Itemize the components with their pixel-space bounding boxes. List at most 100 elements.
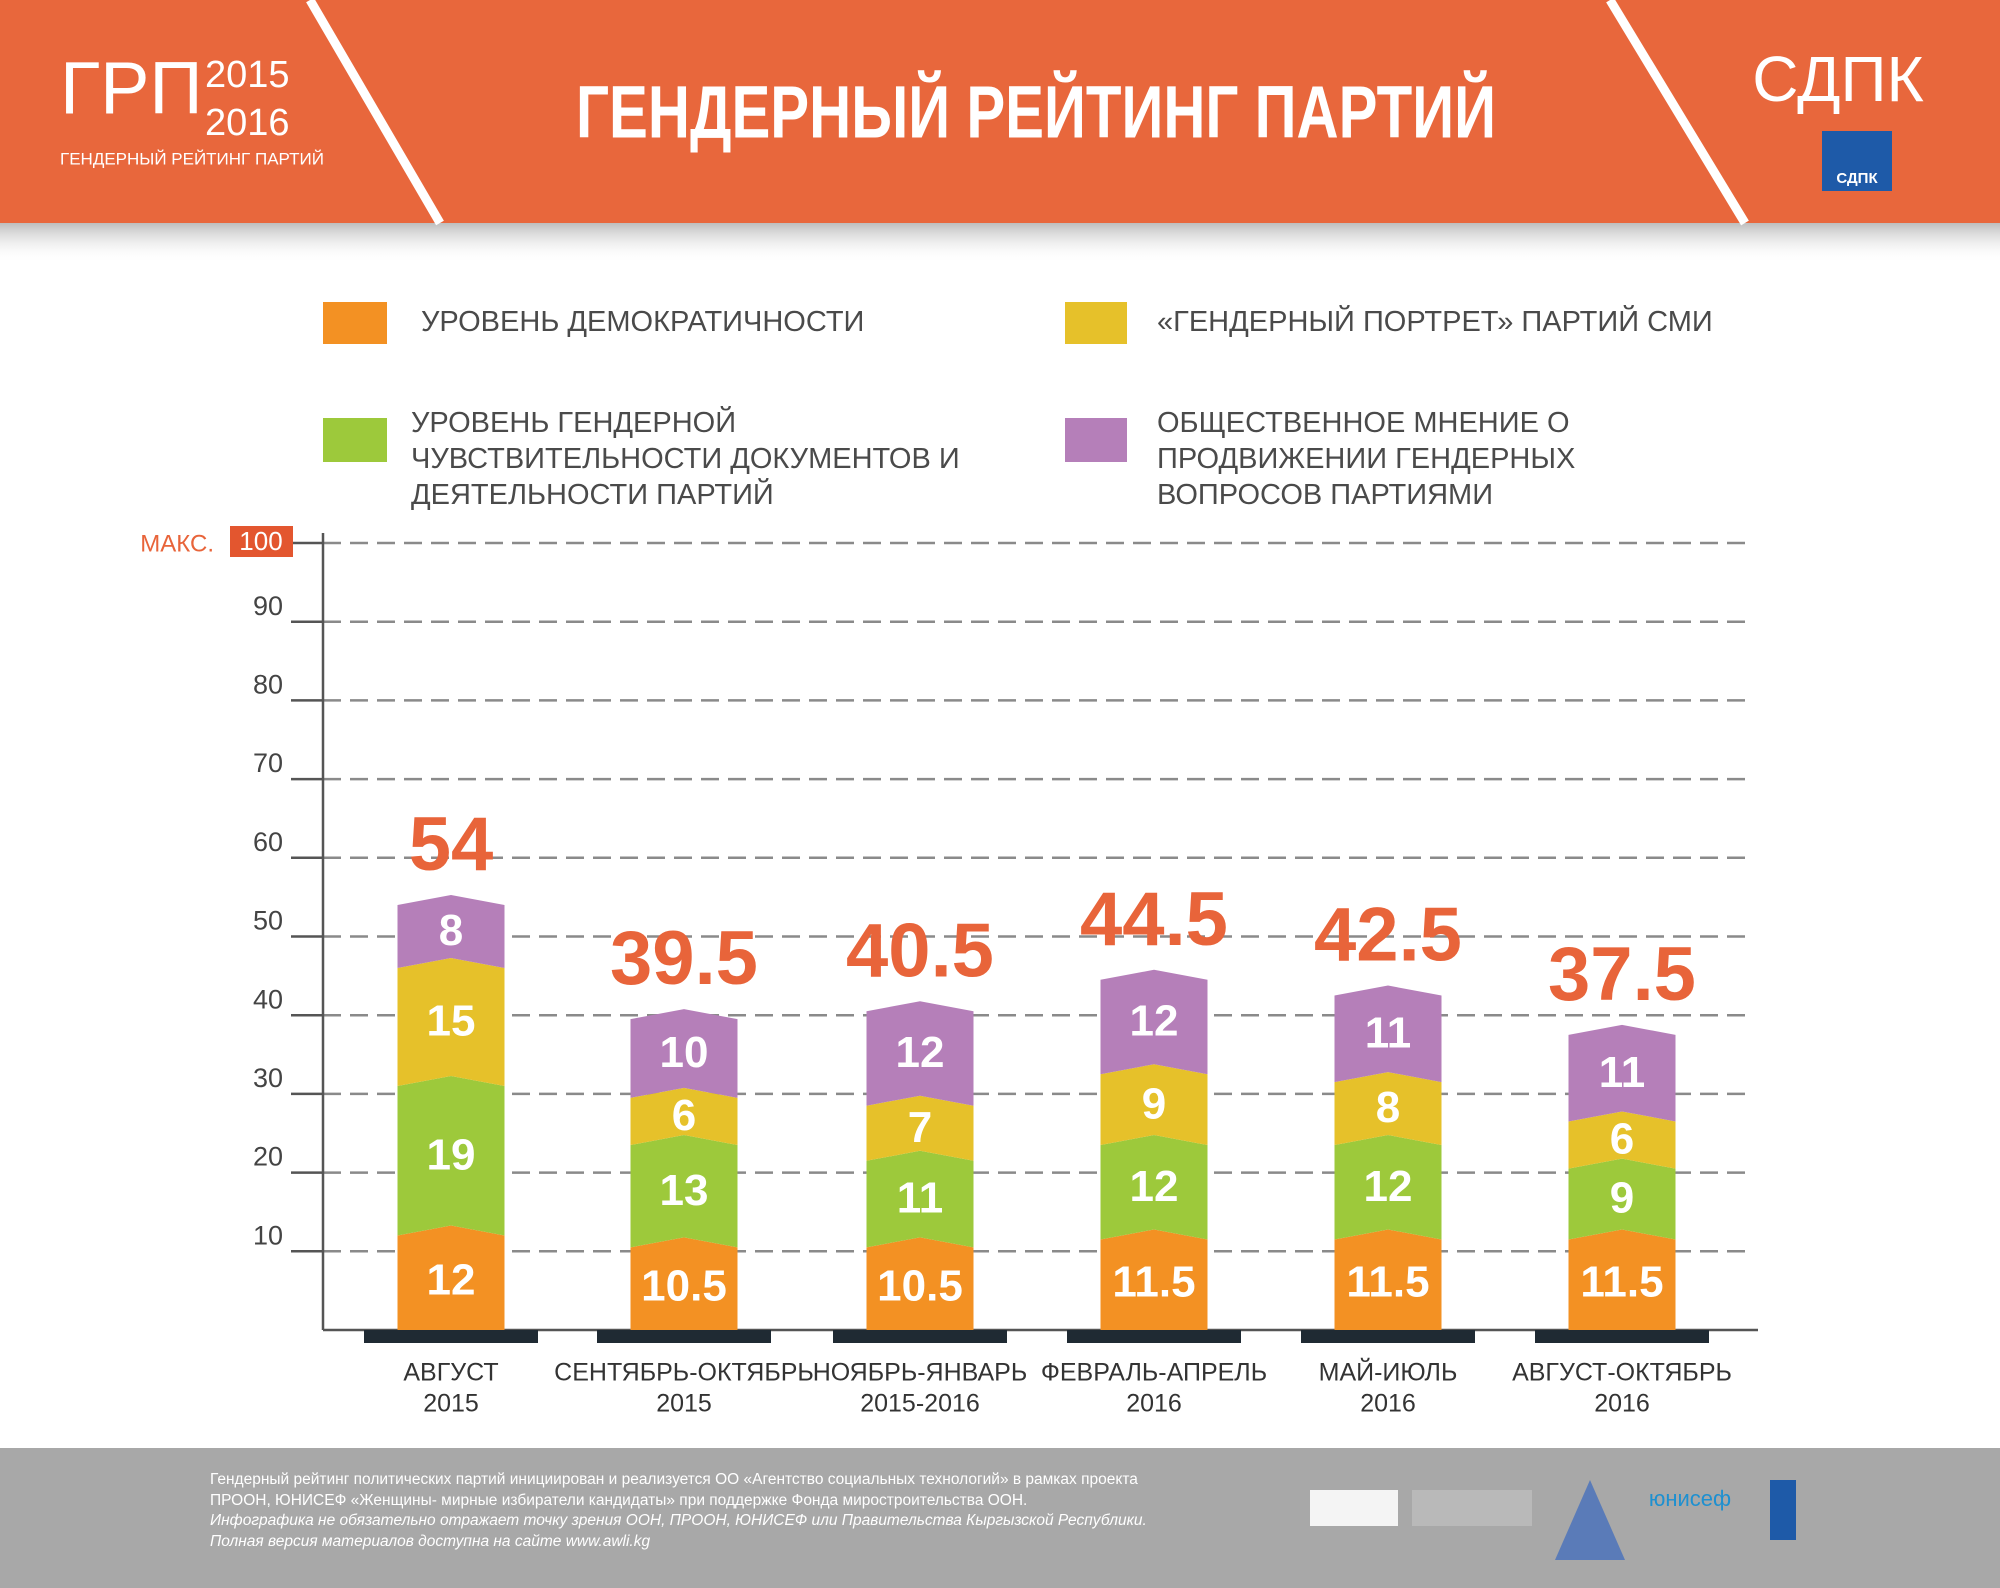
- footer-text: Гендерный рейтинг политических партий ин…: [210, 1470, 1147, 1552]
- x-tick-label: 2015: [656, 1390, 712, 1418]
- footer-line: Гендерный рейтинг политических партий ин…: [210, 1471, 1138, 1488]
- bar-base: [1535, 1330, 1709, 1343]
- bar-segment: [630, 1237, 738, 1330]
- legend-swatch: [1065, 418, 1127, 462]
- y-tick-label: 70: [253, 748, 283, 778]
- bar-segment: [1100, 1229, 1208, 1330]
- bar-segment: [630, 1087, 738, 1146]
- x-tick-label: ФЕВРАЛЬ-АПРЕЛЬ: [1041, 1359, 1267, 1387]
- segment-label: 11: [1599, 1048, 1646, 1097]
- ymax-box: [230, 526, 293, 557]
- segment-label: 12: [1364, 1162, 1413, 1211]
- legend-swatch: [323, 418, 387, 462]
- bar-segment: [866, 1237, 974, 1330]
- total-label: 54: [409, 802, 494, 887]
- bar-segment: [397, 1225, 505, 1330]
- segment-label: 12: [427, 1255, 476, 1304]
- bar-segment: [1100, 1135, 1208, 1240]
- segment-label: 11: [897, 1174, 944, 1223]
- bar-segment: [1334, 985, 1442, 1083]
- logo-main: ГРП: [60, 47, 203, 130]
- segment-label: 11.5: [1346, 1257, 1429, 1306]
- segment-label: 13: [660, 1166, 709, 1215]
- bar-segment: [630, 1135, 738, 1248]
- bar-segment: [1334, 1135, 1442, 1240]
- x-tick-label: 2015: [423, 1390, 479, 1418]
- legend-label: УРОВЕНЬ ГЕНДЕРНОЙ ЧУВСТВИТЕЛЬНОСТИ ДОКУМ…: [411, 407, 960, 511]
- x-tick-label: СЕНТЯБРЬ-ОКТЯБРЬ: [554, 1359, 814, 1387]
- x-tick-label: 2016: [1594, 1390, 1650, 1418]
- y-tick-label: 20: [253, 1142, 283, 1172]
- footer-line: ПРООН, ЮНИСЕФ «Женщины- мирные избирател…: [210, 1491, 1028, 1509]
- total-label: 37.5: [1548, 932, 1696, 1017]
- segment-label: 11.5: [1112, 1257, 1195, 1306]
- bar-segment: [866, 1095, 974, 1161]
- bar-segment: [1568, 1158, 1676, 1240]
- bar-segment: [1334, 1229, 1442, 1330]
- x-tick-label: 2016: [1360, 1390, 1416, 1418]
- total-label: 42.5: [1314, 893, 1462, 978]
- header-divider: [1606, 0, 1749, 226]
- segment-label: 8: [1376, 1083, 1400, 1132]
- header-shadow: [0, 223, 2000, 263]
- bar-segment: [1568, 1111, 1676, 1169]
- bar-base: [597, 1330, 771, 1343]
- segment-label: 10: [660, 1028, 709, 1077]
- y-tick-label: 40: [253, 984, 283, 1014]
- logo-year: 2016: [205, 102, 290, 144]
- x-tick-label: АВГУСТ-ОКТЯБРЬ: [1512, 1359, 1732, 1387]
- ymax-label: МАКС.: [140, 530, 214, 557]
- partner-logo: [1770, 1480, 1796, 1540]
- total-label: 40.5: [846, 908, 994, 993]
- bar-base: [364, 1330, 538, 1343]
- segment-label: 9: [1610, 1174, 1634, 1223]
- segment-label: 9: [1142, 1079, 1166, 1128]
- segment-label: 12: [896, 1028, 945, 1077]
- bar-segment: [397, 1076, 505, 1236]
- x-tick-label: 2015-2016: [860, 1390, 980, 1418]
- bar-segment: [397, 957, 505, 1087]
- bar-segment: [397, 895, 505, 968]
- chart-title: ГЕНДЕРНЫЙ РЕЙТИНГ ПАРТИЙ: [576, 70, 1496, 154]
- y-tick-label: 50: [253, 906, 283, 936]
- segment-label: 19: [427, 1130, 476, 1179]
- segment-label: 7: [908, 1103, 932, 1152]
- y-tick-label: 90: [253, 591, 283, 621]
- bar-segment: [866, 1001, 974, 1106]
- party-name: СДПК: [1752, 43, 1923, 115]
- bar-segment: [866, 1150, 974, 1248]
- logo-sub: ГЕНДЕРНЫЙ РЕЙТИНГ ПАРТИЙ: [60, 149, 324, 168]
- legend-swatch: [323, 302, 387, 344]
- partner-logo: [1555, 1480, 1625, 1560]
- segment-label: 11.5: [1580, 1257, 1663, 1306]
- bar-segment: [1100, 969, 1208, 1075]
- y-tick-label: 60: [253, 827, 283, 857]
- x-tick-label: МАЙ-ИЮЛЬ: [1319, 1357, 1458, 1387]
- segment-label: 6: [1610, 1115, 1634, 1164]
- segment-label: 12: [1130, 997, 1179, 1046]
- bar-base: [1067, 1330, 1241, 1343]
- logo-year: 2015: [205, 54, 290, 96]
- x-tick-label: НОЯБРЬ-ЯНВАРЬ: [813, 1359, 1028, 1387]
- legend-label: УРОВЕНЬ ДЕМОКРАТИЧНОСТИ: [421, 306, 865, 338]
- legend-label: «ГЕНДЕРНЫЙ ПОРТРЕТ» ПАРТИЙ СМИ: [1157, 306, 1713, 338]
- header-divider: [306, 0, 444, 226]
- segment-label: 10.5: [641, 1261, 727, 1310]
- unicef-logo: юнисеф: [1649, 1486, 1731, 1511]
- bar-segment: [1100, 1064, 1208, 1146]
- bar-segment: [1334, 1072, 1442, 1146]
- bar-segment: [1568, 1229, 1676, 1330]
- segment-label: 11: [1365, 1008, 1412, 1057]
- segment-label: 12: [1130, 1162, 1179, 1211]
- y-tick-label: 80: [253, 670, 283, 700]
- bar-base: [833, 1330, 1007, 1343]
- bar-segment: [1568, 1024, 1676, 1122]
- total-label: 39.5: [610, 916, 758, 1001]
- segment-label: 8: [439, 906, 463, 955]
- party-badge-text: СДПК: [1836, 170, 1878, 187]
- legend-label: ОБЩЕСТВЕННОЕ МНЕНИЕ О ПРОДВИЖЕНИИ ГЕНДЕР…: [1157, 407, 1576, 511]
- x-tick-label: АВГУСТ: [403, 1359, 498, 1387]
- bar-base: [1301, 1330, 1475, 1343]
